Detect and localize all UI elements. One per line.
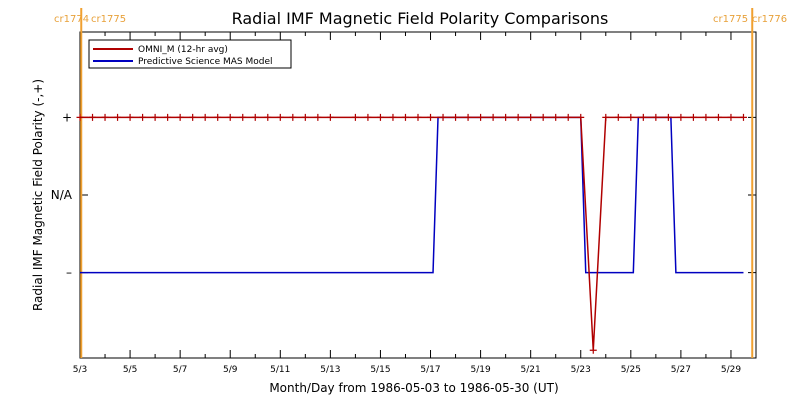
omni-point-marker (589, 346, 597, 354)
cr-label-right-b: cr1776 (752, 14, 787, 25)
x-tick-label: 5/19 (470, 365, 490, 375)
omni-point-marker (151, 113, 159, 121)
x-axis-label: Month/Day from 1986-05-03 to 1986-05-30 … (269, 381, 558, 395)
omni-point-marker (702, 113, 710, 121)
omni-point-marker (89, 113, 97, 121)
plot-layer: 5/3 5/5 5/7 5/9 5/11 5/13 5/15 5/17 5/19 5/21 5/23… (51, 8, 757, 375)
omni-point-marker (414, 113, 422, 121)
x-tick-label: 5/23 (571, 365, 591, 375)
omni-point-marker (214, 113, 222, 121)
omni-point-marker (552, 113, 560, 121)
x-tick-label: 5/21 (521, 365, 541, 375)
omni-point-marker (677, 113, 685, 121)
omni-point-marker (664, 113, 672, 121)
legend-label-mas: Predictive Science MAS Model (138, 57, 273, 67)
omni-point-marker (189, 113, 197, 121)
omni-point-marker (639, 113, 647, 121)
omni-point-marker (689, 113, 697, 121)
omni-point-marker (176, 113, 184, 121)
x-tick-label: 5/27 (671, 365, 691, 375)
omni-point-marker (314, 113, 322, 121)
legend-box (88, 39, 292, 69)
x-tick-label: 5/9 (223, 365, 238, 375)
omni-point-marker (364, 113, 372, 121)
x-tick-label: 5/13 (320, 365, 340, 375)
omni-point-marker (514, 113, 522, 121)
cr-label-left-a: cr1774 (54, 14, 89, 25)
omni-point-marker (564, 113, 572, 121)
omni-point-marker (326, 113, 334, 121)
cr-label-right-a: cr1775 (713, 14, 748, 25)
omni-point-marker (727, 113, 735, 121)
legend-label-omni: OMNI_M (12-hr avg) (138, 45, 228, 55)
omni-point-marker (464, 113, 472, 121)
omni-point-marker (264, 113, 272, 121)
chart-title: Radial IMF Magnetic Field Polarity Compa… (232, 9, 609, 28)
omni-point-marker (239, 113, 247, 121)
x-tick-label: 5/3 (73, 365, 87, 375)
omni-point-marker (164, 113, 172, 121)
x-tick-label: 5/29 (721, 365, 741, 375)
omni-point-marker (401, 113, 409, 121)
omni-point-marker (489, 113, 497, 121)
y-axis-label: Radial IMF Magnetic Field Polarity (-,+) (31, 79, 45, 311)
omni-point-marker (101, 113, 109, 121)
omni-point-marker (126, 113, 134, 121)
omni-point-marker (577, 113, 585, 121)
omni-point-marker (714, 113, 722, 121)
omni-point-marker (614, 113, 622, 121)
omni-point-marker (502, 113, 510, 121)
omni-point-marker (139, 113, 147, 121)
omni-point-marker (289, 113, 297, 121)
x-tick-label: 5/11 (270, 365, 290, 375)
x-tick-label: 5/5 (123, 365, 137, 375)
omni-point-marker (627, 113, 635, 121)
y-tick-label: – (66, 266, 72, 280)
legend: OMNI_M (12-hr avg) Predictive Science MA… (88, 39, 292, 69)
omni-point-marker (539, 113, 547, 121)
omni-point-marker (652, 113, 660, 121)
omni-point-marker (251, 113, 259, 121)
x-tick-label: 5/17 (420, 365, 440, 375)
y-tick-label: N/A (51, 188, 73, 202)
omni-point-marker (301, 113, 309, 121)
omni-point-marker (602, 113, 610, 121)
series-line-omni (80, 116, 744, 351)
x-tick-label: 5/25 (621, 365, 641, 375)
omni-point-marker (114, 113, 122, 121)
omni-point-marker (376, 113, 384, 121)
y-tick-label: + (62, 110, 72, 124)
omni-point-marker (739, 113, 747, 121)
omni-point-marker (477, 113, 485, 121)
omni-point-marker (351, 113, 359, 121)
series-line-mas (80, 116, 744, 274)
x-tick-label: 5/15 (370, 365, 390, 375)
omni-point-marker (389, 113, 397, 121)
plot-frame (79, 31, 757, 359)
omni-point-marker (427, 113, 435, 121)
omni-point-marker (226, 113, 234, 121)
omni-point-marker (527, 113, 535, 121)
omni-point-marker (76, 113, 84, 121)
omni-point-marker (201, 113, 209, 121)
omni-point-marker (452, 113, 460, 121)
omni-point-marker (439, 113, 447, 121)
cr-label-left-b: cr1775 (91, 14, 126, 25)
omni-point-marker (276, 113, 284, 121)
x-tick-label: 5/7 (173, 365, 187, 375)
